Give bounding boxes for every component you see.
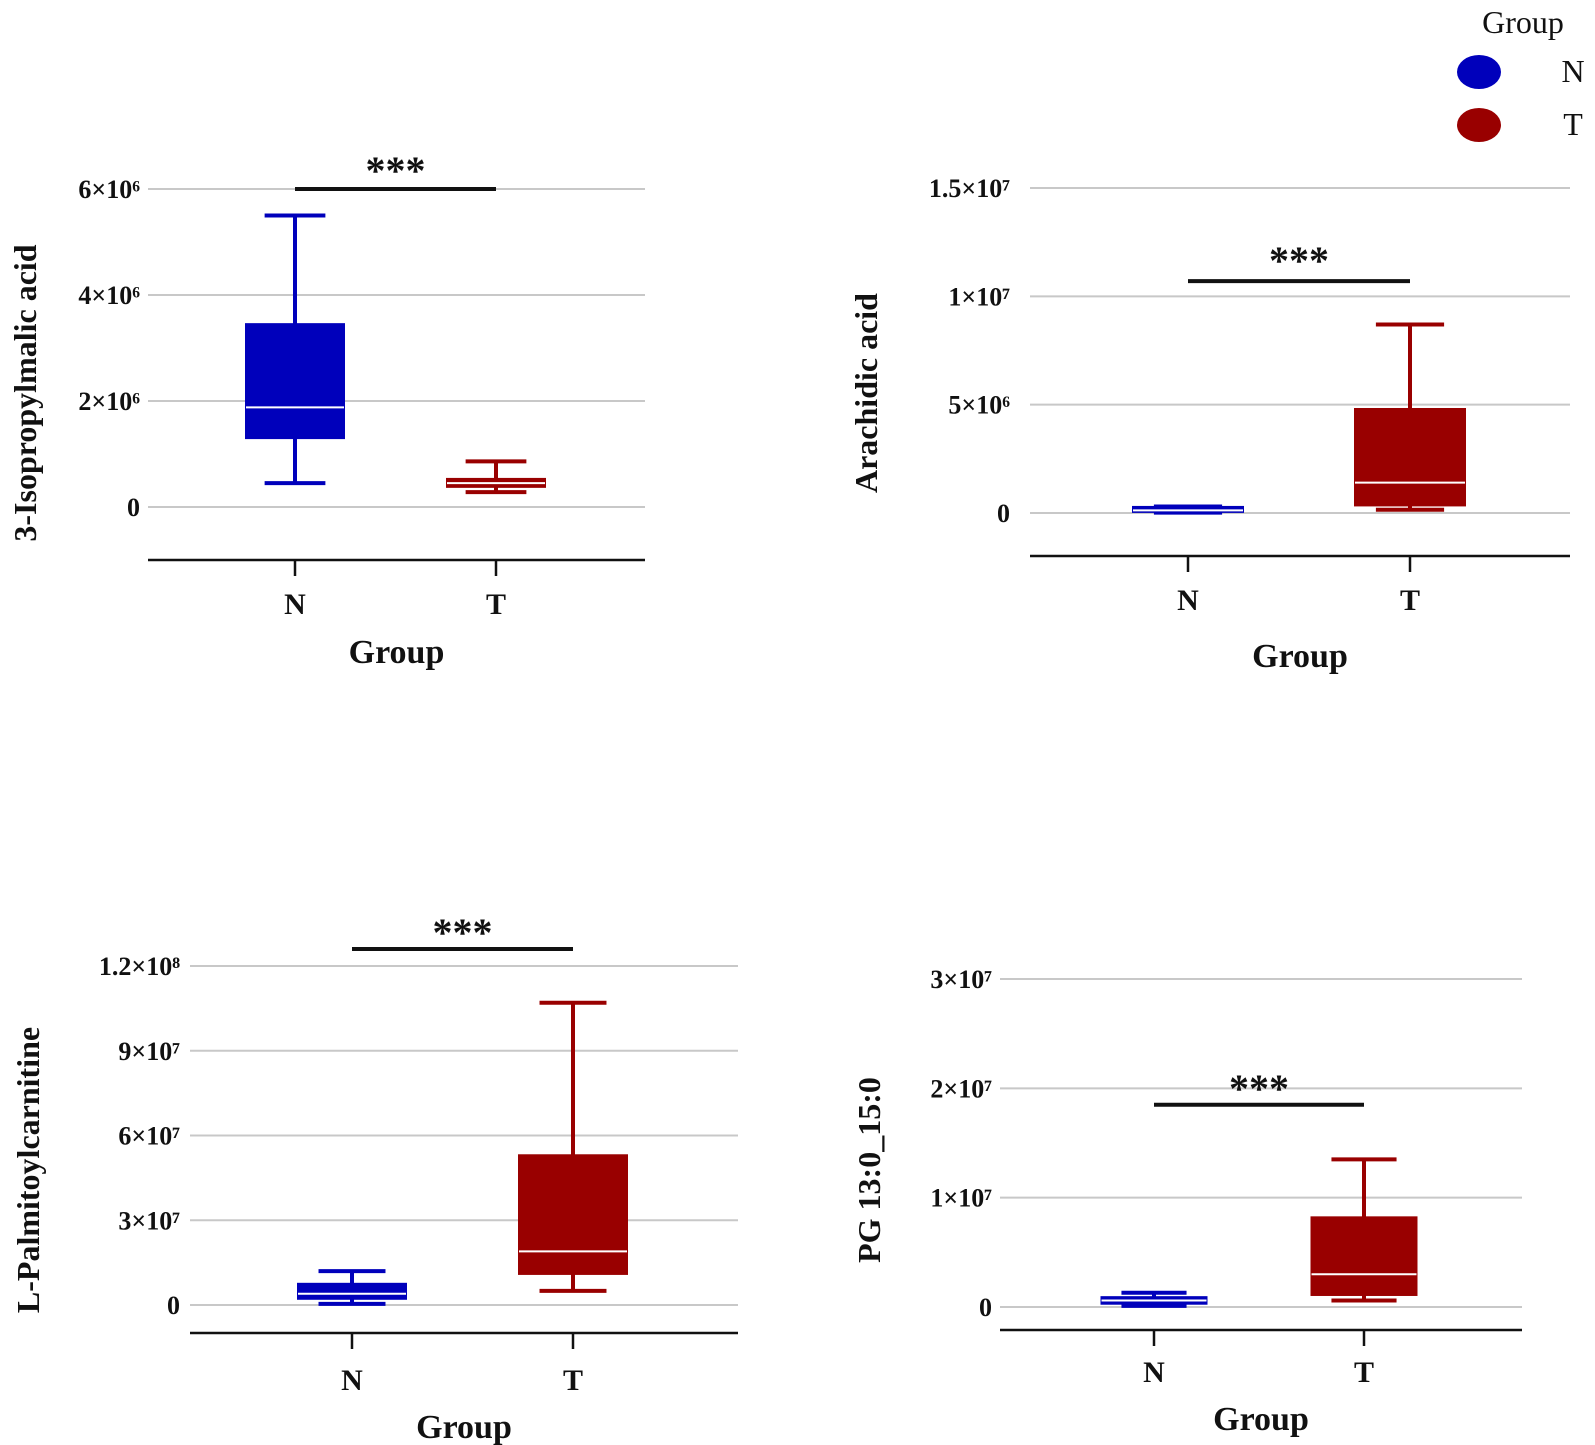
y-tick-label: 0 [997, 499, 1010, 528]
x-category-label: N [1143, 1356, 1165, 1389]
x-category-label: N [341, 1364, 363, 1397]
y-tick-label: 1.2×10⁸ [99, 952, 180, 981]
panel-1: 0 2×10⁶ 4×10⁶ 6×10⁶ N T Group 3-Isopropylmalic … [7, 148, 645, 671]
iqr-box [1310, 1216, 1418, 1296]
iqr-box [1354, 408, 1466, 507]
y-tick-label: 6×10⁷ [118, 1122, 180, 1151]
y-tick-label: 3×10⁷ [118, 1206, 180, 1235]
x-category-label: N [284, 588, 306, 621]
panel-4: 0 1×10⁷ 2×10⁷ 3×10⁷ N T Group PG 13:0_15:0 *** [851, 965, 1522, 1438]
significance-label: *** [366, 148, 426, 193]
legend: Group N T [1457, 4, 1585, 142]
x-category-label: T [1354, 1356, 1374, 1389]
x-category-label: T [563, 1364, 583, 1397]
iqr-box [518, 1154, 628, 1275]
y-tick-label: 3×10⁷ [930, 965, 992, 994]
x-category-label: N [1177, 584, 1199, 617]
box-n [297, 1269, 407, 1306]
y-tick-label: 9×10⁷ [118, 1037, 180, 1066]
legend-label-t: T [1563, 106, 1583, 142]
legend-label-n: N [1561, 53, 1584, 89]
box-t [446, 459, 546, 495]
y-axis-title: L-Palmitoylcarnitine [10, 1027, 46, 1313]
y-tick-label: 1.5×10⁷ [929, 174, 1010, 203]
x-category-label: T [1400, 584, 1420, 617]
y-tick-label: 0 [127, 493, 140, 522]
box-n [1132, 504, 1244, 515]
iqr-box [245, 323, 345, 440]
x-axis-title: Group [416, 1409, 512, 1445]
y-tick-label: 2×10⁷ [930, 1074, 992, 1103]
y-axis-title: PG 13:0_15:0 [851, 1077, 887, 1263]
y-tick-label: 1×10⁷ [930, 1184, 992, 1213]
box-t [1310, 1157, 1418, 1303]
panel-3: 0 3×10⁷ 6×10⁷ 9×10⁷ 1.2×10⁸ N T Group L-Palmitoy… [10, 910, 738, 1445]
significance-label: *** [1229, 1066, 1289, 1111]
x-axis-title: Group [1213, 1401, 1309, 1438]
panels: 0 2×10⁶ 4×10⁶ 6×10⁶ N T Group 3-Isopropylmalic … [7, 148, 1570, 1445]
y-tick-label: 6×10⁶ [78, 175, 140, 204]
significance-label: *** [1269, 238, 1329, 283]
iqr-box [297, 1282, 407, 1300]
box-n [1100, 1290, 1208, 1308]
y-axis-title: Arachidic acid [848, 293, 884, 493]
y-tick-label: 4×10⁶ [78, 281, 140, 310]
legend-title: Group [1482, 4, 1564, 40]
box-t [518, 1000, 628, 1293]
y-tick-label: 0 [167, 1291, 180, 1320]
x-axis-title: Group [349, 634, 445, 671]
panel-2: 0 5×10⁶ 1×10⁷ 1.5×10⁷ N T Group Arachidic acid *… [848, 174, 1570, 675]
legend-swatch-n [1457, 55, 1501, 89]
x-axis-title: Group [1252, 638, 1348, 675]
box-n [245, 213, 345, 486]
y-tick-label: 1×10⁷ [948, 282, 1010, 311]
y-tick-label: 5×10⁶ [948, 391, 1010, 420]
x-category-label: T [486, 588, 506, 621]
y-tick-label: 0 [979, 1293, 992, 1322]
y-axis-title: 3-Isopropylmalic acid [7, 244, 43, 541]
box-t [1354, 322, 1466, 512]
y-tick-label: 2×10⁶ [78, 387, 140, 416]
significance-label: *** [433, 910, 493, 955]
legend-swatch-t [1457, 108, 1501, 142]
